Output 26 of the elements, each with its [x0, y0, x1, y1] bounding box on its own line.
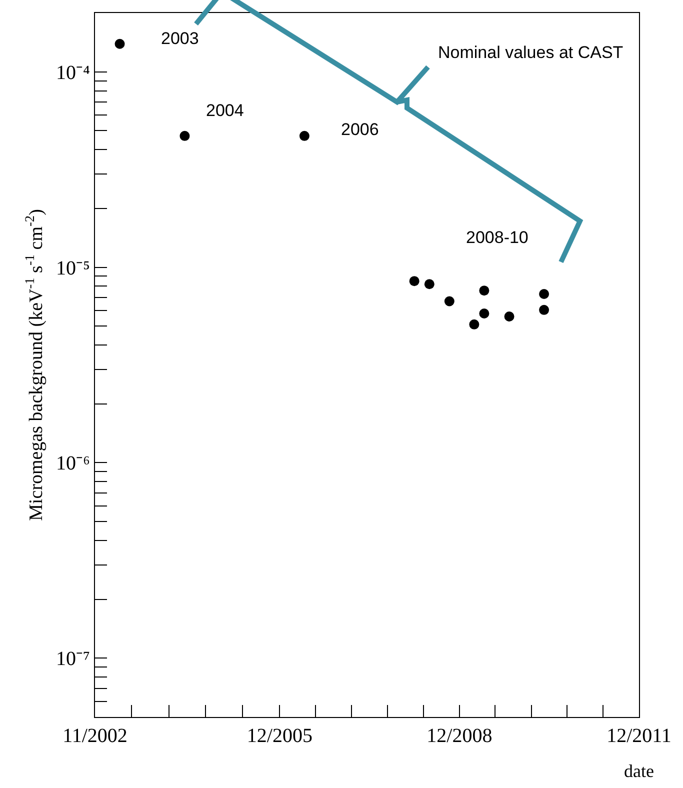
y-tick-label: 10⁻⁵: [56, 257, 90, 280]
annotation: 2008-10: [466, 228, 528, 247]
point: [539, 304, 550, 315]
point: [479, 308, 490, 319]
x-tick-label: 12/2008: [426, 725, 492, 747]
y-tick-label: 10⁻⁴: [56, 62, 90, 84]
y-tick-label: 10⁻⁶: [56, 452, 90, 475]
x-tick-label: 12/2005: [246, 725, 312, 747]
point: [409, 276, 420, 286]
point: [469, 319, 480, 330]
point: [180, 130, 190, 141]
point: [539, 288, 550, 299]
point: [424, 279, 434, 290]
point: [479, 286, 490, 296]
y-tick-label: 10⁻⁷: [56, 648, 90, 670]
x-tick-label: 11/2002: [62, 725, 128, 747]
annotation: Nominal values at CAST: [438, 43, 624, 62]
annotation: 2004: [206, 101, 244, 120]
x-tick-label: 12/2011: [606, 725, 672, 747]
point: [504, 311, 514, 322]
point: [114, 38, 125, 49]
annotation: 2003: [161, 29, 199, 48]
x-axis-title: date: [624, 761, 654, 781]
annotation: 2006: [341, 120, 379, 139]
point: [299, 130, 310, 141]
point: [444, 296, 454, 306]
